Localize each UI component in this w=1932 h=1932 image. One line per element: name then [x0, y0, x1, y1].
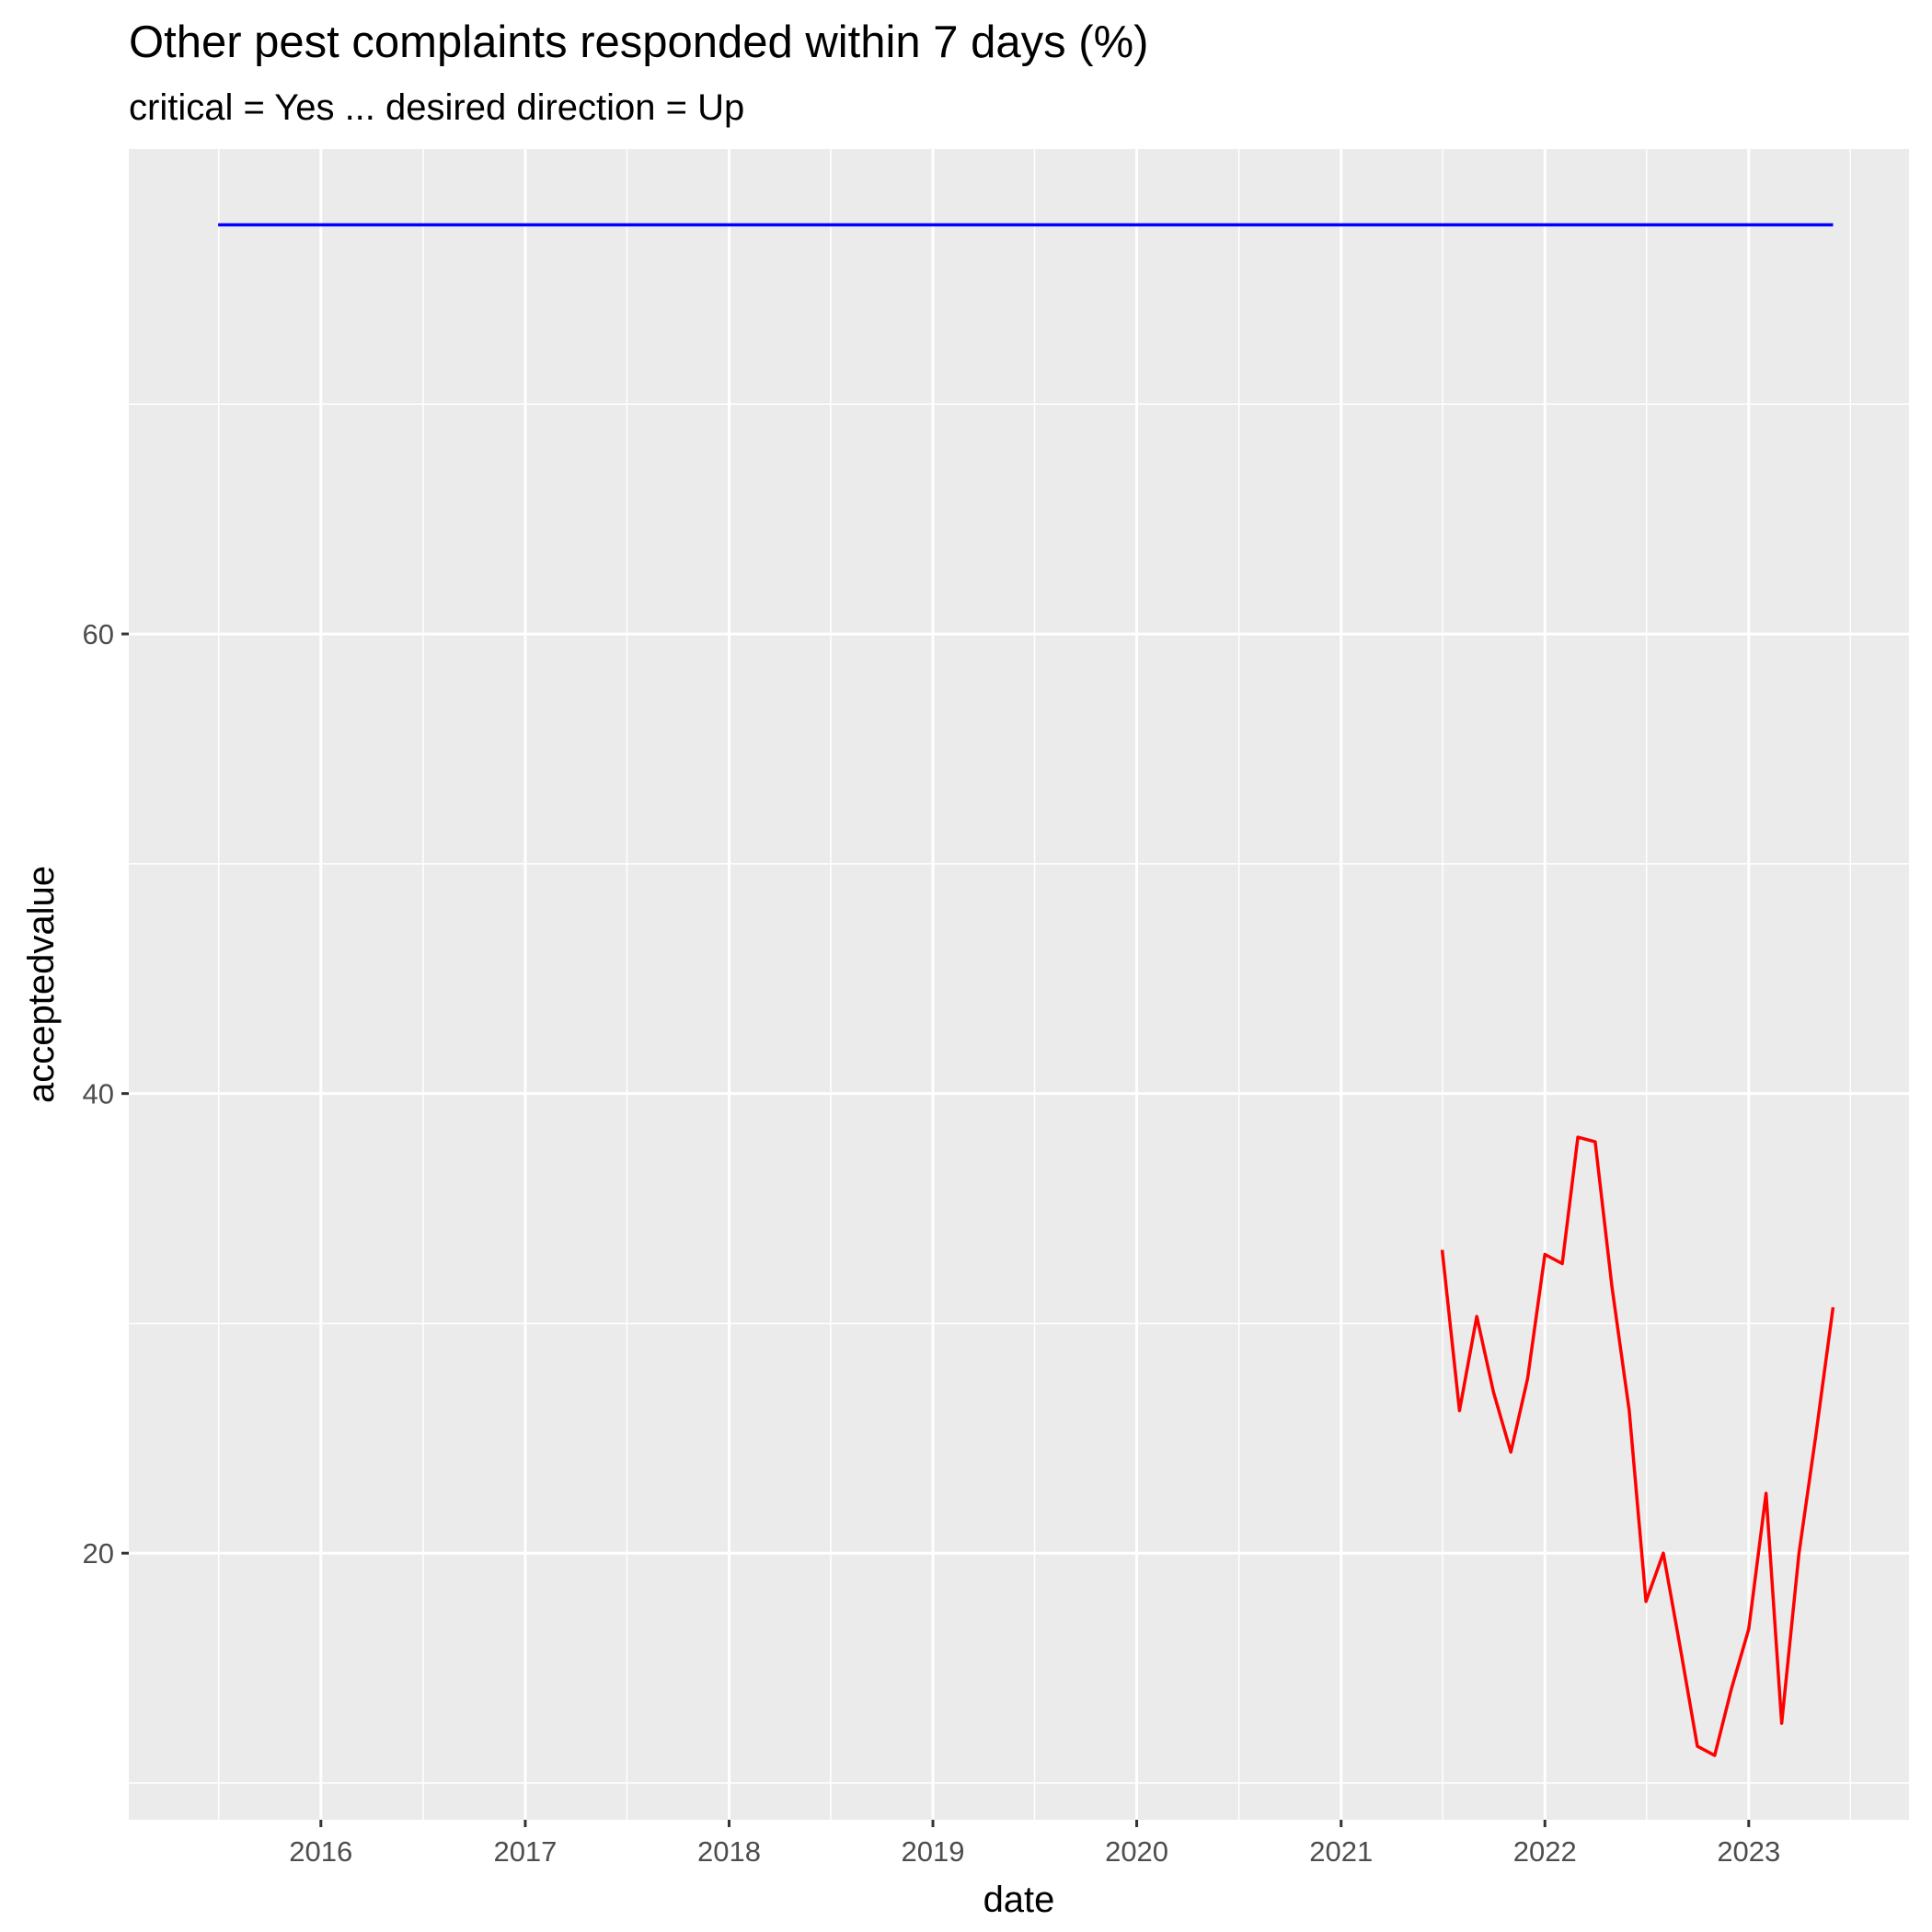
y-axis-title: acceptedvalue — [21, 866, 62, 1103]
y-tick-label: 20 — [83, 1537, 114, 1570]
x-axis: 2016 2017 2018 2019 2020 2021 2022 2023 — [289, 1820, 1780, 1868]
x-tick-label: 2020 — [1105, 1835, 1168, 1868]
x-tick-label: 2018 — [697, 1835, 761, 1868]
x-tick-label: 2016 — [289, 1835, 352, 1868]
y-axis: 20 40 60 — [83, 618, 129, 1570]
x-tick-label: 2023 — [1717, 1835, 1780, 1868]
x-tick-label: 2019 — [902, 1835, 965, 1868]
y-tick-label: 60 — [83, 618, 114, 650]
series-lines — [218, 223, 1835, 1757]
chart-title: Other pest complaints responded within 7… — [129, 17, 1148, 67]
minor-gridlines — [129, 149, 1909, 1820]
chart-subtitle: critical = Yes ... desired direction = U… — [129, 87, 744, 128]
x-tick-label: 2017 — [493, 1835, 557, 1868]
x-axis-title: date — [983, 1880, 1055, 1920]
series-line-2 — [1440, 1135, 1835, 1757]
x-tick-label: 2021 — [1309, 1835, 1373, 1868]
major-gridlines — [129, 149, 1909, 1820]
y-tick-label: 40 — [83, 1078, 114, 1110]
x-tick-label: 2022 — [1513, 1835, 1577, 1868]
plot-panel — [129, 149, 1909, 1820]
